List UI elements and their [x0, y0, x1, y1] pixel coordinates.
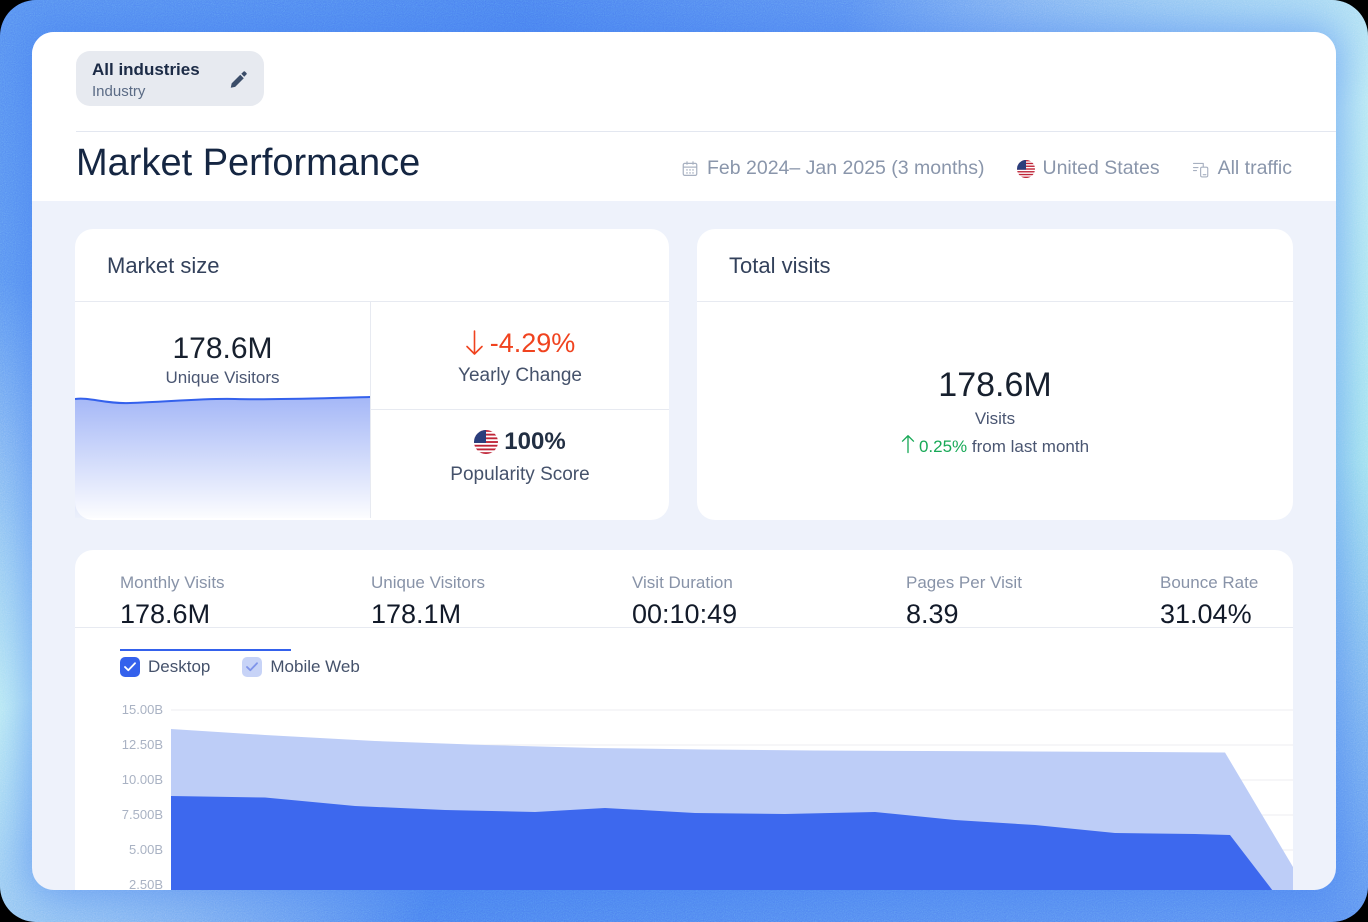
svg-text:5.00B: 5.00B — [129, 842, 163, 857]
svg-text:15.00B: 15.00B — [122, 702, 163, 717]
svg-text:12.50B: 12.50B — [122, 737, 163, 752]
svg-text:7.500B: 7.500B — [122, 807, 163, 822]
svg-text:10.00B: 10.00B — [122, 772, 163, 787]
svg-text:2.50B: 2.50B — [129, 877, 163, 890]
